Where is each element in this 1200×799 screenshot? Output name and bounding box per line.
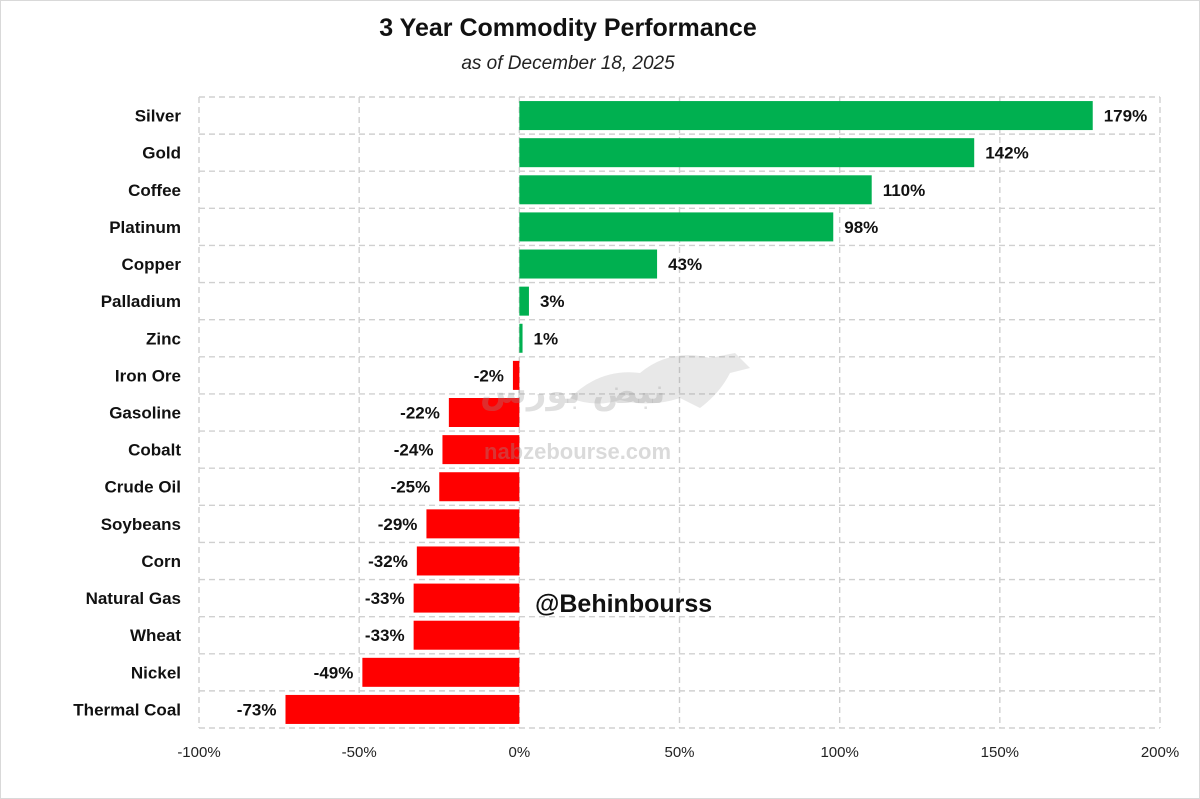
- category-label: Cobalt: [128, 441, 181, 460]
- x-tick-label: 200%: [1141, 744, 1179, 761]
- bar-natural-gas: [413, 583, 520, 613]
- category-label: Crude Oil: [104, 478, 181, 497]
- category-label: Wheat: [130, 626, 181, 645]
- grid-lines: [198, 96, 1161, 729]
- category-label: Corn: [141, 552, 181, 571]
- value-labels: 179% 142% 110% 98% 43% 3% 1% -2% -22% -24% -25% -29…: [237, 107, 1147, 720]
- x-tick-label: 50%: [664, 744, 694, 761]
- value-label: -29%: [378, 515, 418, 534]
- x-tick-label: -100%: [177, 744, 220, 761]
- value-label: -73%: [237, 700, 277, 719]
- chart-title: 3 Year Commodity Performance: [379, 14, 757, 42]
- bar-corn: [416, 546, 520, 576]
- bar-platinum: [519, 212, 834, 242]
- x-tick-label: -50%: [342, 744, 377, 761]
- value-label: 3%: [540, 292, 565, 311]
- value-label: -22%: [400, 404, 440, 423]
- category-label: Coffee: [128, 181, 181, 200]
- bar-coffee: [519, 175, 872, 205]
- bar-copper: [519, 249, 658, 279]
- x-tick-label: 100%: [820, 744, 858, 761]
- value-label: 1%: [534, 329, 559, 348]
- bar-nickel: [362, 657, 520, 687]
- category-label: Nickel: [131, 663, 181, 682]
- value-label: -24%: [394, 441, 434, 460]
- category-label: Zinc: [146, 329, 181, 348]
- x-tick-label: 0%: [508, 744, 530, 761]
- value-label: 142%: [985, 144, 1028, 163]
- bar-crude-oil: [439, 472, 520, 502]
- bar-gasoline: [448, 398, 520, 427]
- category-label: Platinum: [109, 218, 181, 237]
- value-label: -25%: [391, 478, 431, 497]
- category-label: Thermal Coal: [73, 700, 181, 719]
- value-label: 43%: [668, 255, 702, 274]
- category-label: Soybeans: [101, 515, 181, 534]
- value-label: -32%: [368, 552, 408, 571]
- watermark-logo-text: نبض بورس: [480, 372, 666, 412]
- value-label: 98%: [844, 218, 878, 237]
- bar-palladium: [519, 286, 529, 316]
- bar-wheat: [413, 620, 520, 650]
- value-label: 179%: [1104, 107, 1147, 126]
- value-label: -49%: [314, 663, 354, 682]
- bull-icon: [570, 353, 750, 408]
- bar-cobalt: [442, 435, 520, 465]
- chart-subtitle: as of December 18, 2025: [461, 53, 675, 74]
- x-tick-label: 150%: [981, 744, 1019, 761]
- category-label: Palladium: [101, 292, 181, 311]
- author-handle: @Behinbourss: [535, 590, 713, 618]
- category-label: Gasoline: [109, 404, 181, 423]
- bar-silver: [519, 101, 1093, 131]
- value-label: -2%: [474, 366, 504, 385]
- category-label: Silver: [135, 107, 182, 126]
- value-label: -33%: [365, 626, 405, 645]
- category-label: Copper: [122, 255, 182, 274]
- bar-gold: [519, 138, 975, 168]
- category-label: Natural Gas: [86, 589, 181, 608]
- x-tick-labels: -100% -50% 0% 50% 100% 150% 200%: [177, 744, 1179, 761]
- bar-iron-ore: [512, 360, 520, 390]
- bars: [285, 101, 1093, 724]
- value-label: 110%: [883, 181, 926, 200]
- category-label: Iron Ore: [115, 366, 181, 385]
- bar-zinc: [519, 323, 523, 353]
- category-label: Gold: [142, 144, 181, 163]
- value-label: -33%: [365, 589, 405, 608]
- watermark-url: nabzebourse.com: [484, 439, 672, 464]
- category-labels: Silver Gold Coffee Platinum Copper Palladium Z…: [73, 107, 181, 720]
- bar-thermal-coal: [285, 694, 520, 724]
- bar-soybeans: [426, 509, 520, 539]
